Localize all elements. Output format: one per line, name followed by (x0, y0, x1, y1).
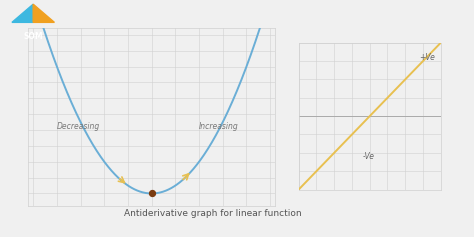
Point (148, 191, 155, 195)
Text: SOM: SOM (23, 32, 43, 41)
Polygon shape (33, 4, 55, 22)
Text: -Ve: -Ve (363, 152, 374, 161)
Polygon shape (12, 4, 33, 22)
Text: Increasing: Increasing (199, 122, 239, 131)
Text: Antiderivative graph for linear function: Antiderivative graph for linear function (125, 209, 302, 218)
Text: Decreasing: Decreasing (57, 122, 100, 131)
Text: +Ve: +Ve (419, 53, 436, 62)
